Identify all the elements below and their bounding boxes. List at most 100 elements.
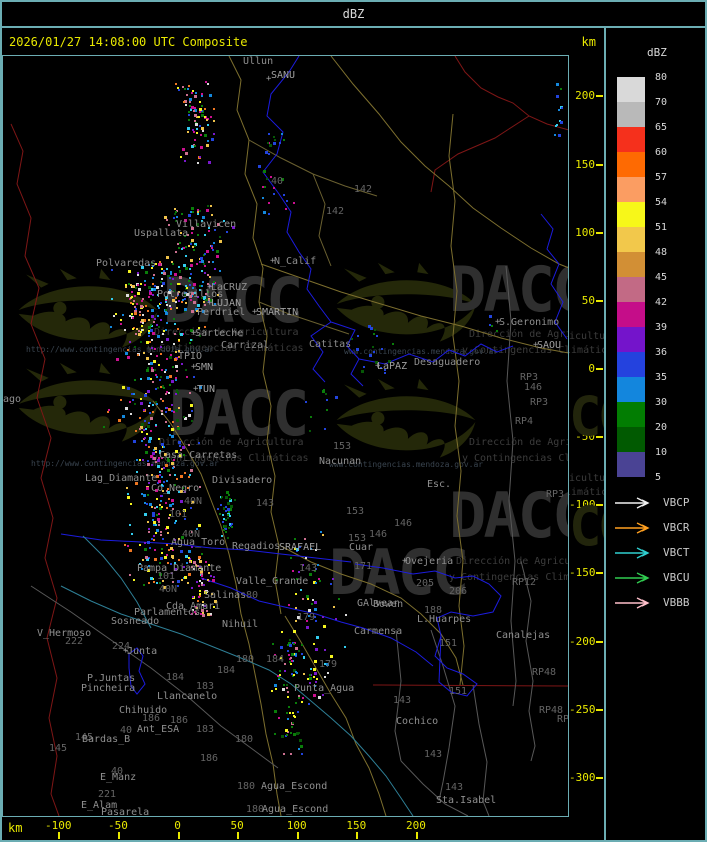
radar-echo-cell <box>156 582 158 584</box>
radar-echo-cell <box>315 681 317 683</box>
place-name-label: Villavicen <box>176 219 237 230</box>
radar-echo-cell <box>212 579 215 582</box>
radar-echo-cell <box>199 285 201 287</box>
map-boundary-line <box>200 577 434 667</box>
radar-echo-cell <box>199 210 201 212</box>
radar-echo-cell <box>135 430 137 432</box>
road-number-label: 101 <box>169 509 188 520</box>
radar-echo-cell <box>187 127 190 130</box>
radar-echo-cell <box>145 305 147 307</box>
radar-echo-cell <box>169 514 171 516</box>
radar-echo-cell <box>216 250 219 253</box>
km-unit-bottom: km <box>8 821 23 835</box>
y-axis-tick-mark <box>596 299 603 302</box>
road-number-label: 206 <box>449 586 468 597</box>
radar-echo-cell <box>196 607 198 609</box>
map-boundary-line <box>280 545 464 686</box>
radar-echo-cell <box>166 480 168 482</box>
place-name-label: Regadios <box>232 541 281 552</box>
radar-echo-cell <box>166 407 168 409</box>
radar-echo-cell <box>155 451 157 453</box>
radar-echo-cell <box>144 542 146 544</box>
vector-legend-row: VBBB <box>614 593 704 613</box>
radar-echo-cell <box>302 697 304 699</box>
radar-echo-cell <box>203 301 205 303</box>
radar-echo-cell <box>204 591 207 594</box>
radar-echo-cell <box>185 555 188 558</box>
radar-echo-cell <box>147 377 150 380</box>
radar-echo-cell <box>296 732 299 735</box>
radar-echo-cell <box>208 227 210 229</box>
radar-echo-cell <box>286 734 288 736</box>
radar-echo-cell <box>151 506 153 508</box>
radar-echo-cell <box>129 524 131 526</box>
radar-echo-cell <box>290 663 292 665</box>
radar-echo-cell <box>165 369 167 371</box>
radar-echo-cell <box>148 528 150 530</box>
radar-echo-cell <box>194 109 197 112</box>
radar-echo-cell <box>140 331 142 333</box>
radar-echo-cell <box>190 211 192 213</box>
radar-echo-cell <box>135 287 137 289</box>
radar-echo-cell <box>194 95 197 98</box>
radar-echo-cell <box>180 333 183 336</box>
radar-echo-cell <box>178 300 180 302</box>
radar-echo-cell <box>381 348 383 350</box>
y-axis-tick-label: 100 <box>575 225 595 239</box>
radar-echo-cell <box>194 114 197 117</box>
radar-echo-cell <box>173 290 175 292</box>
radar-echo-cell <box>290 753 292 755</box>
radar-echo-cell <box>173 343 175 345</box>
radar-echo-cell <box>138 288 141 291</box>
vector-arrow-icon <box>615 522 650 534</box>
radar-echo-cell <box>302 564 304 566</box>
radar-echo-cell <box>310 416 312 418</box>
radar-echo-cell <box>192 246 194 248</box>
x-axis-tick-mark <box>237 832 240 839</box>
radar-echo-cell <box>148 335 150 337</box>
road-number-label: 179 <box>297 612 316 623</box>
radar-echo-cell <box>146 341 149 344</box>
place-name-label: Agua_Escond <box>262 804 329 815</box>
radar-echo-cell <box>227 514 229 516</box>
radar-echo-cell <box>197 600 199 602</box>
road-number-label: RP48 <box>532 667 557 678</box>
place-name-label: Llancanelo <box>157 691 218 702</box>
radar-echo-cell <box>184 219 187 222</box>
radar-echo-cell <box>204 304 206 306</box>
radar-echo-cell <box>204 265 206 267</box>
radar-echo-cell <box>208 564 210 566</box>
radar-echo-cell <box>130 284 132 286</box>
road-number-label: 151 <box>439 638 458 649</box>
radar-echo-cell <box>182 446 185 449</box>
radar-echo-cell <box>131 393 133 395</box>
radar-echo-cell <box>161 484 163 486</box>
radar-echo-cell <box>170 308 172 310</box>
radar-echo-cell <box>225 496 228 499</box>
x-axis-tick-label: -50 <box>107 819 128 832</box>
radar-echo-cell <box>190 109 192 111</box>
radar-echo-cell <box>184 417 187 420</box>
radar-echo-cell <box>141 568 143 570</box>
radar-echo-cell <box>159 507 162 510</box>
radar-echo-cell <box>368 325 371 328</box>
radar-echo-cell <box>298 697 300 699</box>
radar-echo-cell <box>191 310 194 313</box>
radar-echo-cell <box>179 276 182 279</box>
radar-echo-cell <box>139 314 141 316</box>
radar-echo-cell <box>186 94 188 96</box>
radar-echo-cell <box>154 318 156 320</box>
radar-echo-cell <box>140 378 142 380</box>
radar-echo-cell <box>190 243 192 245</box>
radar-echo-cell <box>137 284 139 286</box>
radar-echo-cell <box>190 273 192 275</box>
radar-echo-cell <box>178 266 180 268</box>
radar-echo-cell <box>277 675 279 677</box>
radar-echo-cell <box>178 441 181 444</box>
radar-echo-cell <box>201 573 203 575</box>
y-axis-tick-mark <box>596 436 603 439</box>
radar-echo-cell <box>182 299 184 301</box>
radar-echo-cell <box>293 669 296 672</box>
radar-echo-cell <box>211 245 213 247</box>
